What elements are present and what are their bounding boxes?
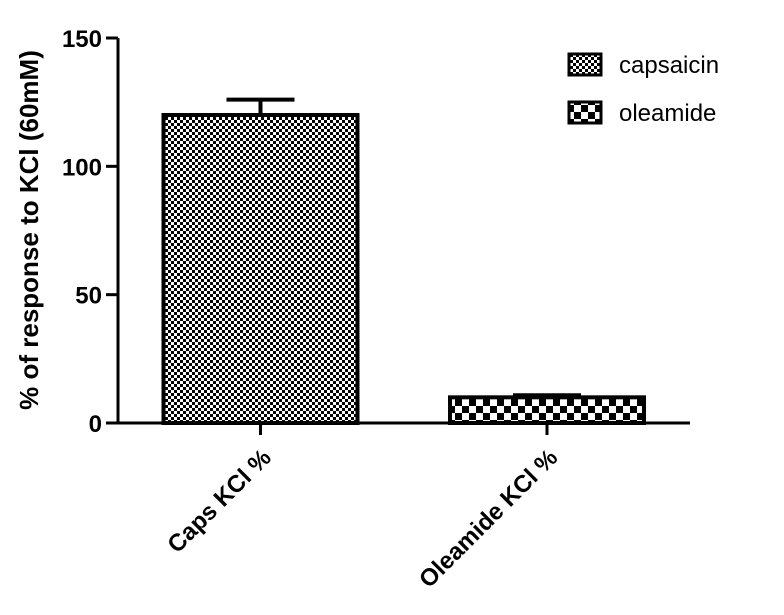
legend-label-capsaicin: capsaicin [619,52,719,79]
y-tick-label-50: 50 [75,283,102,310]
legend-swatch-oleamide [567,100,603,125]
bars [161,113,646,426]
y-tick-label-150: 150 [62,26,102,53]
legend-item-oleamide: oleamide [567,100,716,127]
x-tick-label-0: Caps KCl % [162,444,276,558]
legend: capsaicin oleamide [567,52,719,127]
legend-item-capsaicin: capsaicin [567,52,719,79]
x-axis: Caps KCl % Oleamide KCl % [118,421,690,593]
y-tick-label-0: 0 [89,411,102,438]
x-ticks: Caps KCl % Oleamide KCl % [162,423,563,593]
error-bar-capsaicin [226,97,295,115]
error-bars [226,97,581,398]
legend-swatch-capsaicin [567,52,603,77]
y-axis-title: % of response to KCl (60mM) [14,50,44,410]
y-tick-label-100: 100 [62,154,102,181]
legend-label-oleamide: oleamide [619,100,716,127]
bar-oleamide [448,395,646,426]
y-ticks: 0 50 100 150 [62,26,118,438]
bar-capsaicin [161,113,360,425]
x-tick-label-1: Oleamide KCl % [414,444,563,593]
error-bar-oleamide [513,393,581,398]
y-axis: 0 50 100 150 % of response to KCl (60mM) [14,26,120,438]
